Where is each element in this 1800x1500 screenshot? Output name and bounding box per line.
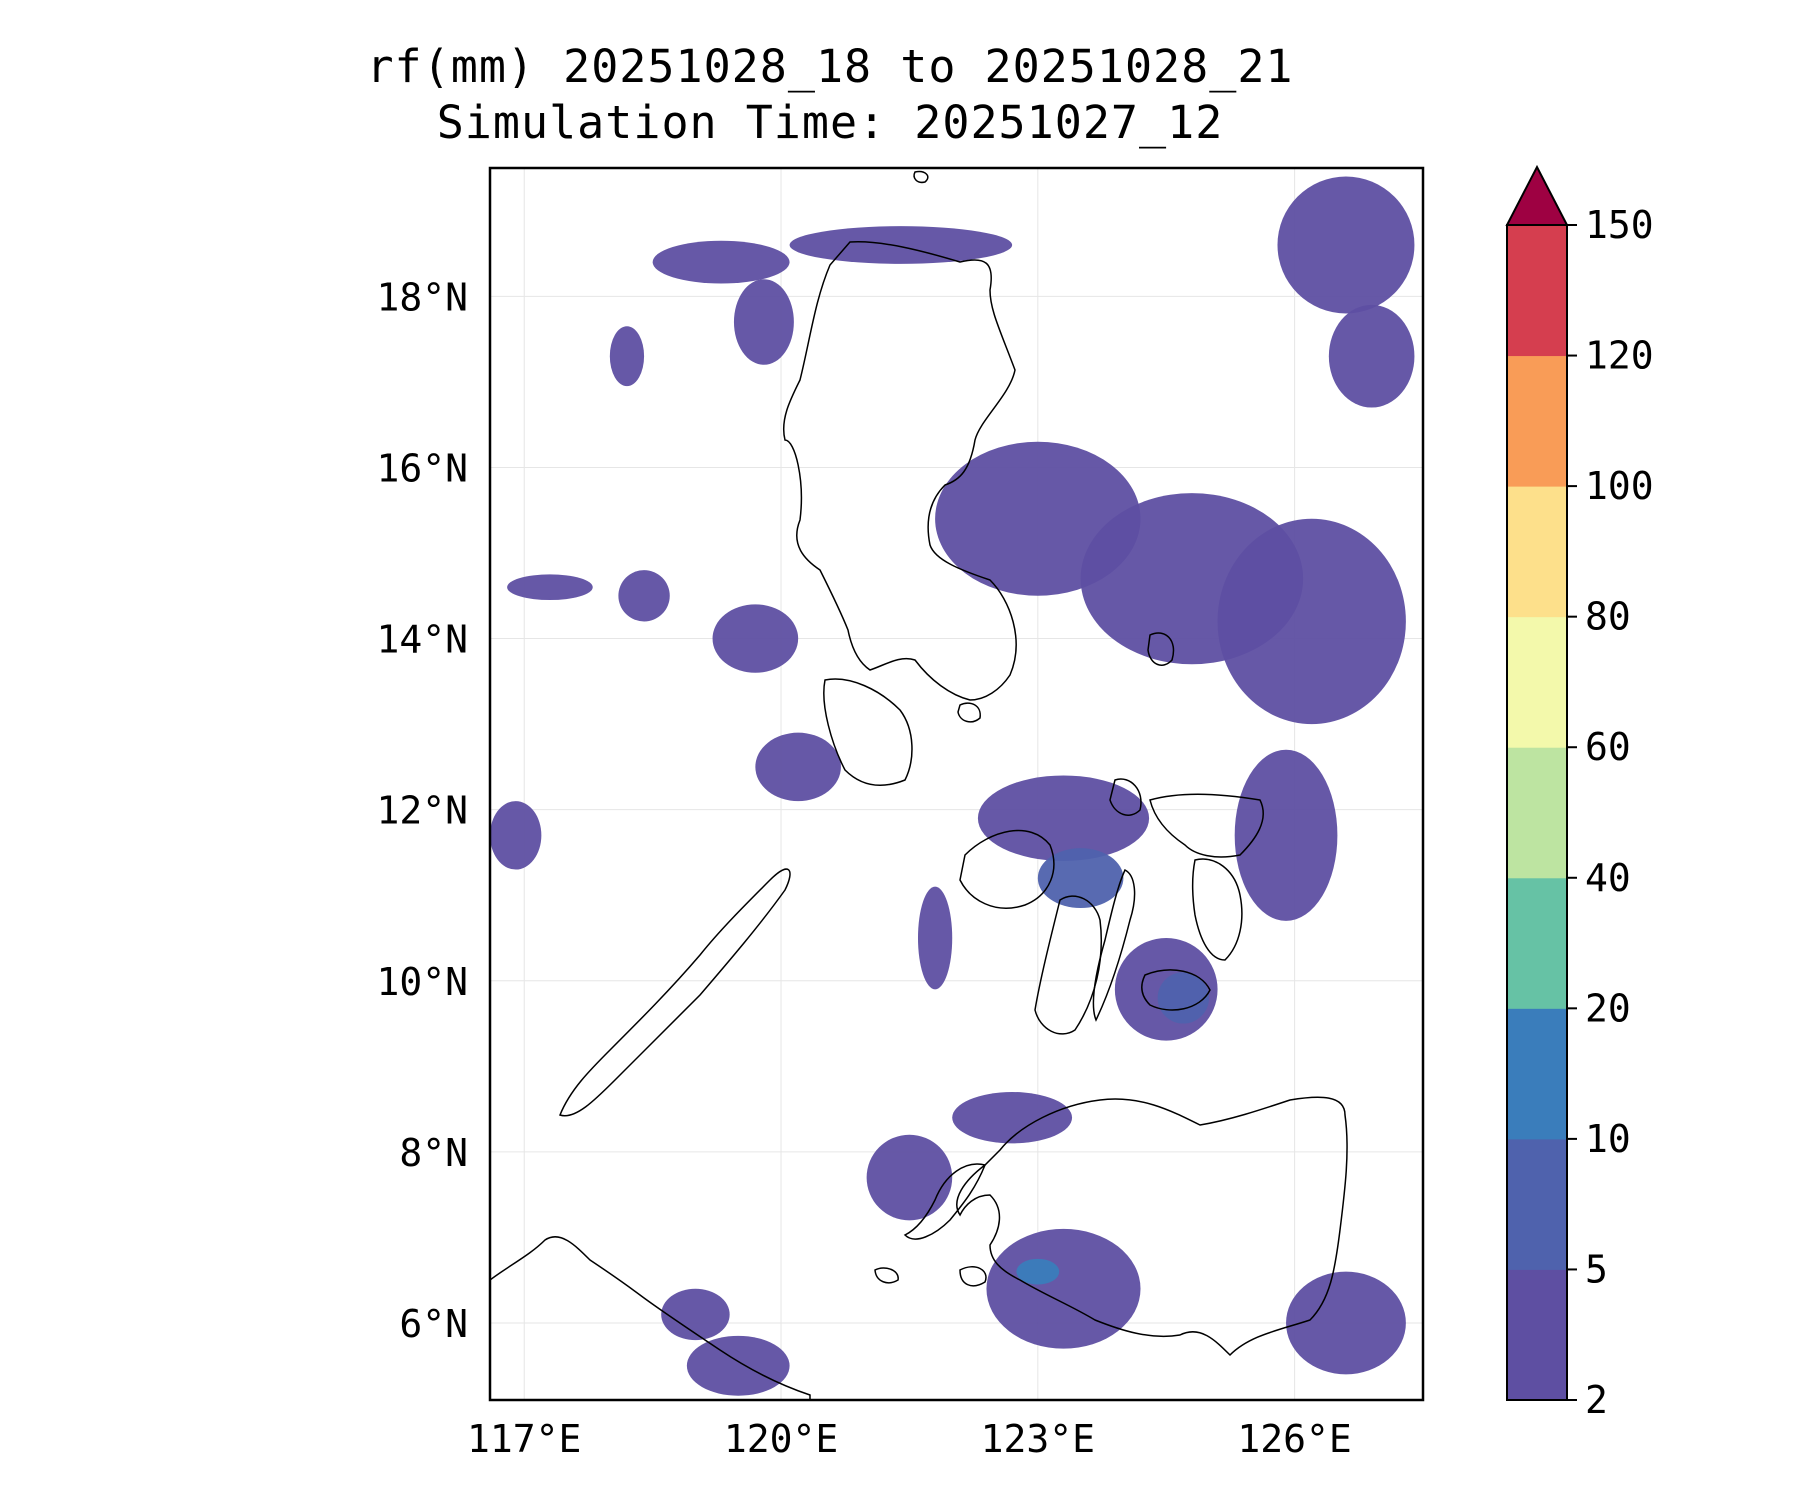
lon-tick-label: 117°E — [467, 1417, 581, 1461]
lon-tick-label: 126°E — [1237, 1417, 1351, 1461]
chart-title-line-1: rf(mm) 20251028_18 to 20251028_21 — [366, 40, 1294, 93]
coastline-negros — [1034, 895, 1103, 1035]
colorbar-label: 150 — [1585, 203, 1654, 247]
colorbar-frame — [1506, 224, 1568, 1401]
lat-tick-label: 14°N — [376, 618, 468, 662]
map-panel — [488, 166, 1425, 1402]
lat-tick-label: 18°N — [376, 275, 468, 319]
colorbar-label: 10 — [1585, 1117, 1631, 1161]
colorbar-label: 40 — [1585, 856, 1631, 900]
coastline-basilan — [959, 1266, 987, 1287]
coastline-palawan — [559, 868, 791, 1117]
coastline-leyte — [1192, 858, 1243, 961]
coastline-catanduanes — [1147, 632, 1175, 666]
colorbar-segment — [1507, 616, 1567, 748]
rain-area — [977, 775, 1150, 861]
colorbar-label: 2 — [1585, 1378, 1608, 1422]
lat-tick-label: 10°N — [376, 960, 468, 1004]
lat-tick-label: 6°N — [399, 1302, 468, 1346]
lat-tick-label: 12°N — [376, 789, 468, 833]
rainfall-contours — [490, 176, 1415, 1396]
coastline-masbate — [1109, 778, 1142, 816]
rain-area — [686, 1335, 790, 1396]
rain-area — [1016, 1258, 1060, 1285]
rain-area — [952, 1092, 1073, 1144]
colorbar-label: 5 — [1585, 1247, 1608, 1291]
rain-area — [490, 801, 542, 870]
colorbar-label: 120 — [1585, 334, 1654, 378]
rain-area — [1328, 304, 1415, 408]
coastlines — [490, 170, 1348, 1400]
rain-area — [866, 1134, 953, 1221]
colorbar-segment — [1507, 877, 1567, 1009]
rain-area — [755, 732, 841, 802]
colorbar-label: 100 — [1585, 464, 1654, 508]
colorbar-segment — [1507, 1008, 1567, 1140]
colorbar: 2 5 10 20 40 60 80 100 120 150 — [1505, 164, 1654, 1422]
rain-area — [1234, 749, 1338, 921]
colorbar-segment — [1507, 486, 1567, 618]
coastline-samar — [1149, 793, 1264, 858]
colorbar-segment — [1507, 1138, 1567, 1270]
coastline-sulu — [874, 1267, 899, 1284]
coastline-borneo — [490, 1236, 811, 1400]
coastline-babuyan — [913, 170, 929, 184]
rain-area — [609, 326, 645, 387]
chart-title-line-2: Simulation Time: 20251027_12 — [436, 96, 1224, 149]
colorbar-label: 20 — [1585, 986, 1631, 1030]
lat-tick-label: 8°N — [399, 1131, 468, 1175]
map-frame — [488, 166, 1425, 1402]
rain-area — [986, 1228, 1141, 1349]
lon-tick-label: 123°E — [981, 1417, 1095, 1461]
longitude-tick-labels: 117°E 120°E 123°E 126°E — [467, 1417, 1352, 1461]
rain-area — [789, 226, 1013, 264]
coastline-luzon — [782, 240, 1017, 701]
rain-area — [661, 1288, 730, 1341]
rain-area — [507, 574, 593, 601]
coastline-bohol — [1140, 969, 1211, 1011]
coastline-mindoro — [823, 678, 913, 786]
lat-tick-label: 16°N — [376, 446, 468, 490]
coastline-zamboanga — [903, 1163, 987, 1240]
colorbar-label: 60 — [1585, 725, 1631, 769]
rain-area — [618, 570, 670, 622]
rain-area — [1286, 1271, 1406, 1375]
rain-area — [1037, 848, 1124, 909]
rain-area — [1217, 518, 1406, 725]
rain-area — [733, 279, 794, 365]
colorbar-extend-arrow — [1505, 164, 1569, 226]
latitude-tick-labels: 18°N 16°N 14°N 12°N 10°N 8°N 6°N — [376, 275, 468, 1346]
colorbar-segment — [1507, 747, 1567, 879]
coastline-cebu — [1092, 868, 1136, 1022]
rain-area — [652, 240, 790, 284]
colorbar-segment — [1507, 225, 1567, 357]
rain-area — [712, 604, 799, 673]
rain-area — [917, 886, 953, 990]
colorbar-segment — [1507, 355, 1567, 487]
colorbar-segment — [1507, 1269, 1567, 1401]
coastline-panay — [959, 829, 1055, 909]
colorbar-label: 80 — [1585, 595, 1631, 639]
lon-tick-label: 120°E — [724, 1417, 838, 1461]
coastline-mindanao — [956, 1096, 1348, 1357]
coastline-marinduque — [957, 702, 981, 723]
rain-area — [1277, 176, 1415, 314]
